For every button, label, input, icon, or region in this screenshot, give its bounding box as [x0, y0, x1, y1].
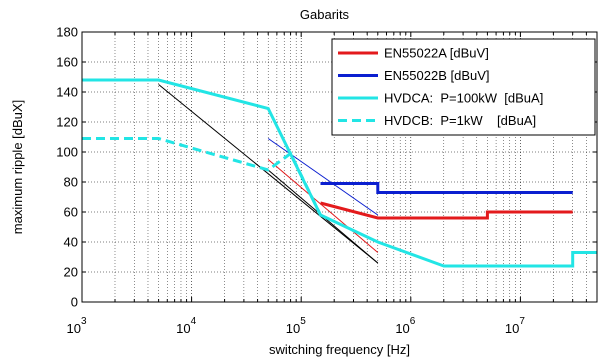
legend-label: HVDCB: P=1kW [dBuA] — [384, 113, 536, 128]
y-tick-label: 140 — [56, 85, 78, 100]
y-tick-label: 120 — [56, 115, 78, 130]
series-line-3 — [82, 137, 322, 216]
ticks — [81, 31, 598, 303]
x-tick-label-exponent: 3 — [81, 316, 87, 327]
x-tick-label-base: 10 — [67, 321, 81, 336]
y-tick-labels: 0 20 40 60 80 100 120 140 160 180 — [56, 25, 78, 310]
legend: EN55022A [dBuV] EN55022B [dBuV] HVDCA: P=1… — [331, 38, 596, 136]
series-line-6 — [158, 84, 379, 264]
x-tick-label-exponent: 7 — [519, 316, 525, 327]
series-line-4 — [267, 138, 379, 216]
series-line-0 — [320, 201, 573, 220]
y-axis-label: maximum ripple [dBuX] — [10, 100, 25, 234]
x-tick-label-exponent: 6 — [410, 316, 416, 327]
x-tick-label-exponent: 5 — [300, 316, 306, 327]
x-tick-labels: 10 3 10 4 10 5 10 6 10 7 — [67, 316, 526, 336]
x-tick-label-base: 10 — [176, 321, 190, 336]
series-line-2 — [82, 78, 597, 268]
y-tick-label: 20 — [64, 265, 78, 280]
y-tick-label: 60 — [64, 205, 78, 220]
x-tick-label: 10 4 — [176, 316, 196, 336]
y-tick-label: 160 — [56, 55, 78, 70]
x-tick-label: 10 7 — [505, 316, 525, 336]
y-tick-label: 0 — [71, 295, 78, 310]
series-layer — [82, 78, 597, 268]
x-tick-label: 10 5 — [286, 316, 306, 336]
legend-label: HVDCA: P=100kW [dBuA] — [384, 91, 543, 106]
legend-box — [331, 38, 596, 136]
legend-label: EN55022A [dBuV] — [384, 46, 489, 61]
x-tick-label: 10 6 — [395, 316, 415, 336]
legend-label: EN55022B [dBuV] — [384, 68, 490, 83]
x-tick-label-base: 10 — [395, 321, 409, 336]
y-tick-label: 100 — [56, 145, 78, 160]
chart-title: Gabarits — [300, 7, 350, 22]
x-tick-label-base: 10 — [286, 321, 300, 336]
y-tick-label: 180 — [56, 25, 78, 40]
x-tick-label-base: 10 — [505, 321, 519, 336]
series-group — [82, 78, 597, 268]
series-line-1 — [320, 182, 573, 194]
y-tick-label: 80 — [64, 175, 78, 190]
plot-frame — [81, 31, 598, 303]
x-axis-label: switching frequency [Hz] — [269, 342, 410, 357]
series-line-5 — [267, 159, 379, 253]
x-tick-label: 10 3 — [67, 316, 87, 336]
x-tick-label-exponent: 4 — [191, 316, 197, 327]
y-tick-label: 40 — [64, 235, 78, 250]
